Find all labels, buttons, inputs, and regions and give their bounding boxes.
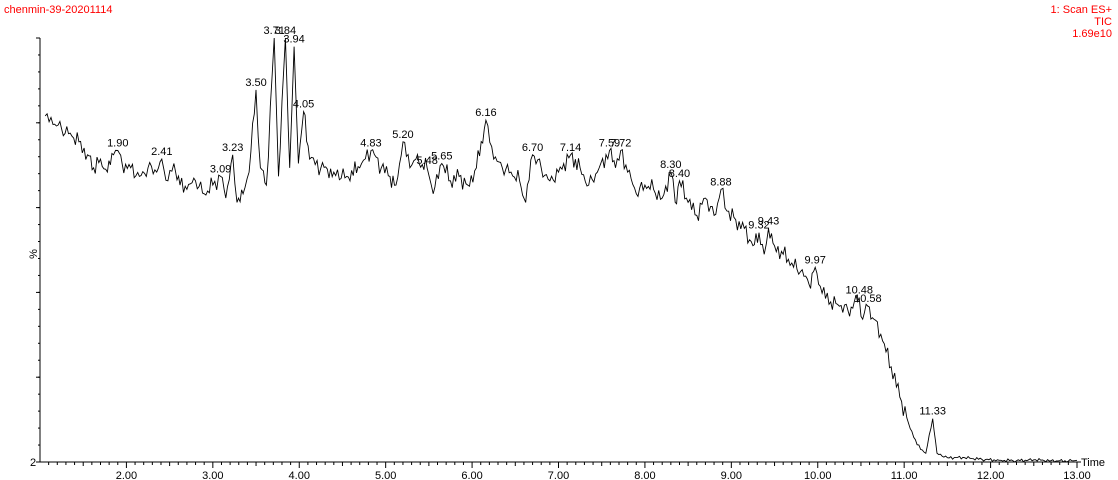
- x-tick-label: 13.00: [1063, 470, 1091, 480]
- x-tick-label: 9.00: [721, 470, 742, 480]
- peak-label: 9.97: [804, 254, 825, 266]
- scan-label: 1: Scan ES+: [1050, 4, 1112, 16]
- peak-label: 5.65: [431, 150, 452, 162]
- x-tick-label: 4.00: [289, 470, 310, 480]
- peak-label: 8.88: [710, 176, 731, 188]
- intensity-label: 1.69e10: [1072, 28, 1112, 40]
- peak-label: 7.72: [610, 137, 631, 149]
- peak-label: 3.94: [283, 34, 304, 46]
- peak-label: 3.23: [222, 142, 243, 154]
- y-axis-label: %: [28, 249, 40, 259]
- peak-label: 6.16: [475, 107, 496, 119]
- x-axis-label: Time: [1081, 457, 1105, 469]
- peak-label: 10.58: [854, 293, 882, 305]
- trace-layer: [44, 37, 1078, 463]
- peak-label: 6.70: [522, 142, 543, 154]
- scan-info: 1: Scan ES+ TIC 1.69e10: [1051, 4, 1112, 40]
- peak-label: 3.84: [275, 25, 296, 37]
- peak-label: 4.83: [360, 137, 381, 149]
- peak-label: 10.48: [845, 285, 873, 297]
- peak-labels: 1.90 2.41 3.09 3.23 3.50 3.713.843.94 4.05 4.83…: [107, 25, 946, 418]
- x-tick-label: 7.00: [548, 470, 569, 480]
- peak-label: 5.48: [416, 155, 437, 167]
- x-tick-label: 5.00: [375, 470, 396, 480]
- peak-label: 3.71: [263, 25, 284, 37]
- x-tick-label: 2.00: [116, 470, 137, 480]
- peak-label: 2.41: [151, 146, 172, 158]
- peak-label: 1.90: [107, 137, 128, 149]
- axes: 2.00 3.00 4.00 5.00 6.00 7.00 8.00 9.00 10.00 11.…: [36, 37, 1091, 480]
- peak-label: 7.59: [599, 137, 620, 149]
- peak-label: 7.14: [560, 142, 581, 154]
- peak-label: 5.20: [392, 129, 413, 141]
- peak-label: 9.32: [748, 220, 769, 232]
- x-tick-label: 11.00: [891, 470, 918, 480]
- tic-trace-line: [44, 37, 1078, 463]
- x-tick-label: 8.00: [634, 470, 655, 480]
- peak-label: 8.30: [660, 159, 681, 171]
- sample-name: chenmin-39-20201114: [4, 4, 113, 16]
- peak-label: 11.33: [919, 406, 946, 418]
- x-tick-label: 12.00: [977, 470, 1005, 480]
- peak-label: 8.40: [669, 168, 690, 180]
- x-tick-label: 3.00: [202, 470, 223, 480]
- peak-label: 3.50: [245, 77, 266, 89]
- x-tick-label: 10.00: [804, 470, 832, 480]
- x-tick-label: 6.00: [461, 470, 482, 480]
- peak-label: 4.05: [293, 99, 314, 111]
- peak-label: 9.43: [758, 215, 779, 227]
- y-axis-min-label: 2: [30, 457, 36, 469]
- peak-label: 3.09: [210, 163, 231, 175]
- trace-type: TIC: [1094, 16, 1112, 28]
